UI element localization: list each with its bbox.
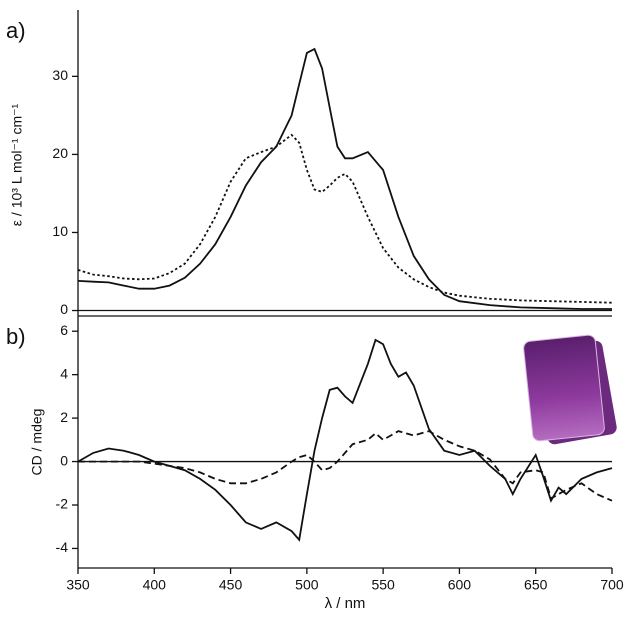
y-tick-label: -4: [56, 539, 69, 555]
x-tick-label: 450: [219, 577, 243, 593]
x-tick-label: 700: [600, 577, 624, 593]
x-tick-label: 600: [448, 577, 472, 593]
data-line: [78, 430, 613, 502]
data-line: [77, 133, 613, 304]
y-tick-label: 6: [60, 322, 68, 338]
x-tick-label: 400: [143, 577, 167, 593]
y-tick-label: 4: [60, 365, 68, 381]
y-tick-label: -2: [56, 496, 69, 512]
x-tick-label: 550: [371, 577, 395, 593]
x-axis-label: λ / nm: [325, 595, 366, 612]
y-tick-label: 2: [60, 409, 68, 425]
data-line: [77, 47, 612, 310]
panel-label: b): [6, 324, 26, 349]
y-tick-label: 10: [52, 223, 68, 239]
y-axis-label: CD / mdeg: [29, 409, 45, 476]
x-tick-label: 350: [66, 577, 90, 593]
panel-label: a): [6, 18, 26, 43]
data-line: [77, 338, 613, 542]
sample-icon: [523, 334, 617, 445]
y-tick-label: 20: [52, 145, 68, 161]
y-tick-label: 30: [52, 67, 68, 83]
y-tick-label: 0: [60, 452, 68, 468]
x-tick-label: 500: [295, 577, 319, 593]
y-tick-label: 0: [60, 301, 68, 317]
y-axis-label: ε / 10³ L mol⁻¹ cm⁻¹: [9, 103, 25, 226]
x-tick-label: 650: [524, 577, 548, 593]
